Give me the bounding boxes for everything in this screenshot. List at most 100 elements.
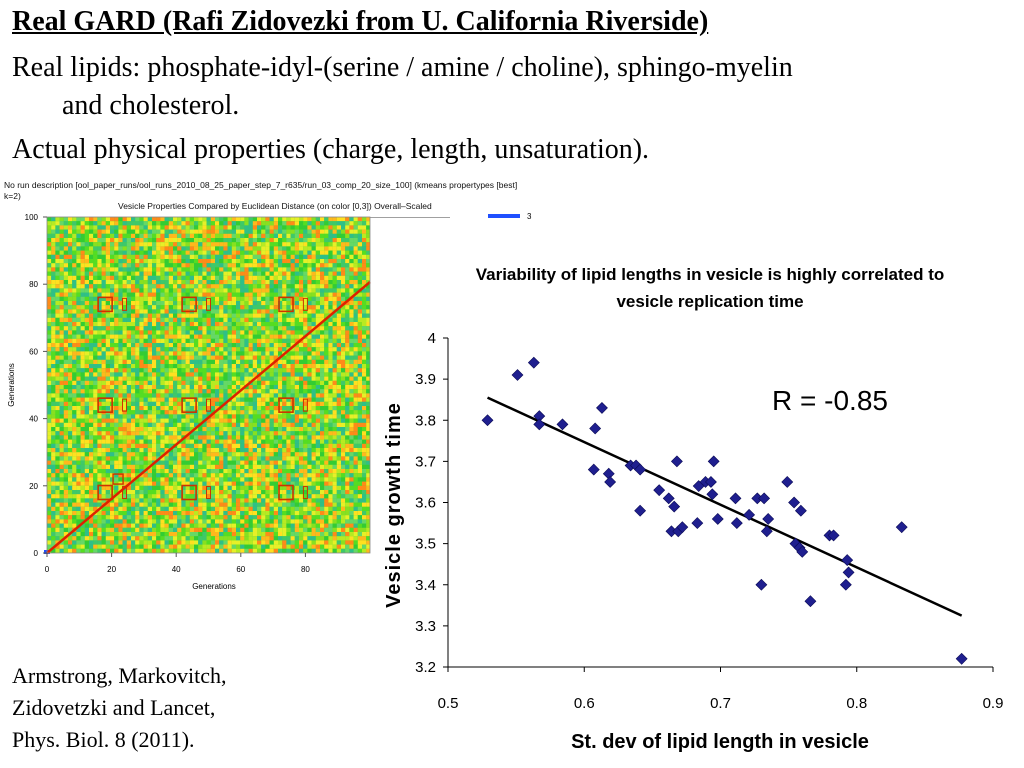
heatmap-cell — [307, 250, 312, 255]
heatmap-cell — [93, 271, 98, 276]
heatmap-cell — [328, 456, 333, 461]
heatmap-cell — [156, 393, 161, 398]
heatmap-cell — [101, 330, 106, 335]
heatmap-cell — [240, 313, 245, 318]
heatmap-cell — [97, 477, 102, 482]
heatmap-cell — [273, 376, 278, 381]
heatmap-cell — [59, 368, 64, 373]
heatmap-cell — [278, 330, 283, 335]
heatmap-cell — [223, 410, 228, 415]
heatmap-cell — [311, 313, 316, 318]
heatmap-cell — [349, 254, 354, 259]
heatmap-cell — [345, 385, 350, 390]
heatmap-cell — [244, 292, 249, 297]
heatmap-cell — [231, 448, 236, 453]
heatmap-cell — [143, 221, 148, 226]
heatmap-cell — [105, 431, 110, 436]
heatmap-cell — [357, 238, 362, 243]
heatmap-cell — [164, 334, 169, 339]
heatmap-cell — [63, 301, 68, 306]
heatmap-cell — [294, 347, 299, 352]
heatmap-cell — [189, 406, 194, 411]
heatmap-cell — [332, 343, 337, 348]
heatmap-cell — [202, 443, 207, 448]
heatmap-cell — [147, 301, 152, 306]
heatmap-cell — [345, 380, 350, 385]
heatmap-cell — [126, 275, 131, 280]
heatmap-cell — [236, 288, 241, 293]
heatmap-cell — [194, 233, 199, 238]
heatmap-cell — [126, 364, 131, 369]
heatmap-cell — [101, 334, 106, 339]
heatmap-cell — [152, 443, 157, 448]
heatmap-cell — [181, 217, 186, 222]
heatmap-cell — [311, 401, 316, 406]
heatmap-cell — [89, 418, 94, 423]
heatmap-cell — [97, 481, 102, 486]
heatmap-cell — [353, 418, 358, 423]
heatmap-cell — [349, 259, 354, 264]
heatmap-cell — [177, 326, 182, 331]
heatmap-cell — [118, 221, 123, 226]
heatmap-cell — [357, 481, 362, 486]
heatmap-cell — [118, 280, 123, 285]
heatmap-cell — [286, 330, 291, 335]
heatmap-cell — [84, 313, 89, 318]
lipids-line: Real lipids: phosphate-idyl-(serine / am… — [12, 52, 793, 83]
heatmap-cell — [345, 301, 350, 306]
heatmap-cell — [198, 439, 203, 444]
heatmap-cell — [189, 246, 194, 251]
heatmap-cell — [324, 481, 329, 486]
heatmap-cell — [257, 229, 262, 234]
heatmap-cell — [93, 347, 98, 352]
heatmap-cell — [198, 217, 203, 222]
heatmap-cell — [152, 242, 157, 247]
heatmap-cell — [219, 389, 224, 394]
heatmap-cell — [68, 406, 73, 411]
heatmap-cell — [219, 229, 224, 234]
heatmap-cell — [223, 305, 228, 310]
heatmap-cell — [131, 267, 136, 272]
heatmap-cell — [118, 422, 123, 427]
heatmap-cell — [160, 351, 165, 356]
heatmap-cell — [269, 233, 274, 238]
heatmap-cell — [328, 288, 333, 293]
heatmap-cell — [76, 385, 81, 390]
heatmap-cell — [332, 246, 337, 251]
heatmap-cell — [101, 460, 106, 465]
heatmap-cell — [261, 401, 266, 406]
heatmap-cell — [299, 259, 304, 264]
heatmap-cell — [55, 250, 60, 255]
heatmap-cell — [63, 221, 68, 226]
heatmap-cell — [210, 435, 215, 440]
heatmap-cell — [185, 406, 190, 411]
heatmap-cell — [324, 418, 329, 423]
heatmap-cell — [286, 326, 291, 331]
heatmap-cell — [51, 284, 56, 289]
heatmap-cell — [349, 431, 354, 436]
heatmap-cell — [357, 242, 362, 247]
heatmap-cell — [93, 330, 98, 335]
heatmap-cell — [139, 296, 144, 301]
heatmap-cell — [59, 309, 64, 314]
heatmap-cell — [299, 355, 304, 360]
heatmap-cell — [72, 389, 77, 394]
heatmap-cell — [336, 477, 341, 482]
heatmap-cell — [349, 401, 354, 406]
heatmap-cell — [84, 246, 89, 251]
heatmap-cell — [114, 313, 119, 318]
heatmap-cell — [59, 250, 64, 255]
heatmap-cell — [324, 380, 329, 385]
heatmap-cell — [353, 313, 358, 318]
heatmap-cell — [97, 280, 102, 285]
heatmap-cell — [122, 418, 127, 423]
heatmap-cell — [215, 305, 220, 310]
heatmap-cell — [336, 401, 341, 406]
heatmap-cell — [223, 313, 228, 318]
heatmap-cell — [349, 280, 354, 285]
heatmap-cell — [244, 452, 249, 457]
heatmap-cell — [80, 439, 85, 444]
heatmap-cell — [76, 460, 81, 465]
heatmap-cell — [101, 296, 106, 301]
heatmap-cell — [181, 443, 186, 448]
